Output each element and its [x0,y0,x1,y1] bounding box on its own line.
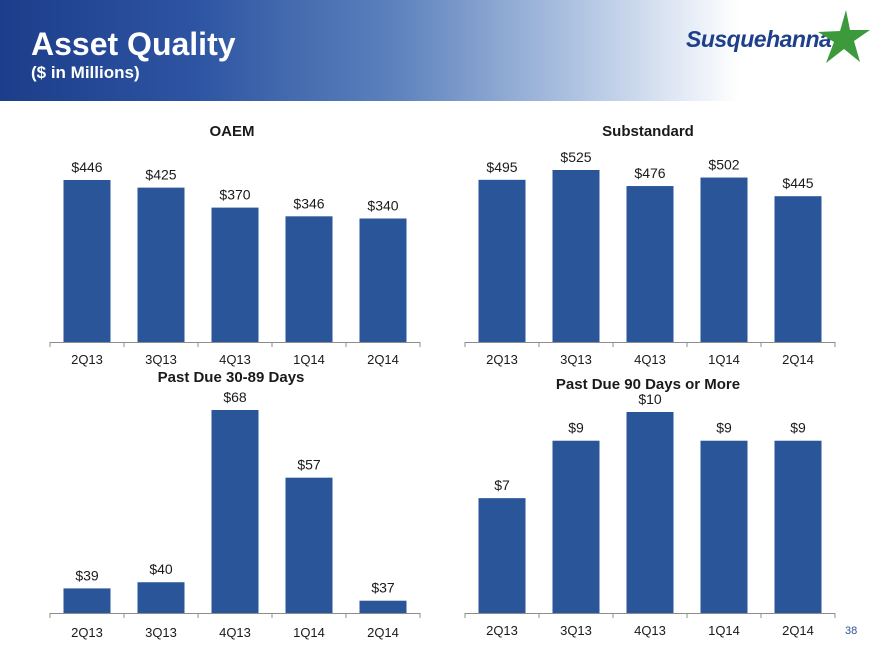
bar-past-due-90-plus-1q14 [700,440,748,613]
tick-label-past-due-90-plus-3q13: 3Q13 [560,623,592,638]
bar-past-due-30-89-3q13 [137,582,185,613]
bar-substandard-1q14 [700,177,748,342]
data-label-past-due-90-plus-4q13: $10 [638,391,662,407]
data-label-past-due-30-89-4q13: $68 [223,389,247,405]
bar-past-due-30-89-4q13 [211,410,259,613]
bar-substandard-2q13 [478,179,526,342]
data-label-substandard-2q14: $445 [782,175,813,191]
tick-label-past-due-30-89-3q13: 3Q13 [145,625,177,640]
data-label-oaem-1q14: $346 [293,195,324,211]
data-label-oaem-4q13: $370 [219,187,250,203]
tick-label-substandard-4q13: 4Q13 [634,352,666,367]
tick-label-oaem-3q13: 3Q13 [145,352,177,367]
bar-past-due-30-89-2q13 [63,588,111,613]
data-label-past-due-90-plus-3q13: $9 [568,420,584,436]
data-label-past-due-30-89-3q13: $40 [149,561,173,577]
bar-past-due-90-plus-2q14 [774,440,822,613]
data-label-substandard-4q13: $476 [634,165,665,181]
data-label-past-due-90-plus-1q14: $9 [716,420,732,436]
data-label-oaem-2q14: $340 [367,198,398,214]
bar-past-due-30-89-2q14 [359,600,407,613]
tick-label-past-due-90-plus-1q14: 1Q14 [708,623,740,638]
tick-label-past-due-90-plus-2q13: 2Q13 [486,623,518,638]
header-banner: Asset Quality ($ in Millions) Susquehann… [0,0,880,101]
data-label-past-due-30-89-2q14: $37 [371,580,395,596]
data-label-oaem-2q13: $446 [71,159,102,175]
tick-label-oaem-2q14: 2Q14 [367,352,399,367]
data-label-past-due-90-plus-2q13: $7 [494,477,510,493]
tick-label-past-due-30-89-1q14: 1Q14 [293,625,325,640]
data-label-oaem-3q13: $425 [145,167,176,183]
bar-oaem-2q13 [63,180,111,342]
page-subtitle: ($ in Millions) [31,63,140,82]
data-label-past-due-30-89-2q13: $39 [75,567,99,583]
tick-label-past-due-90-plus-2q14: 2Q14 [782,623,814,638]
data-label-substandard-1q14: $502 [708,157,739,173]
chart-title-oaem: OAEM [210,123,255,140]
chart-past-due-30-89: Past Due 30-89 Days $39 2Q13 $40 3Q13 $68 4Q13… [49,369,421,640]
bar-oaem-3q13 [137,187,185,342]
bar-oaem-1q14 [285,216,333,342]
tick-label-substandard-2q13: 2Q13 [486,352,518,367]
data-label-substandard-2q13: $495 [486,159,517,175]
bar-past-due-90-plus-2q13 [478,498,526,613]
bar-past-due-90-plus-3q13 [552,440,600,613]
page-number: 38 [845,625,858,637]
bar-oaem-4q13 [211,207,259,342]
susquehanna-logo-text: Susquehanna [686,26,832,52]
bar-substandard-3q13 [552,170,600,342]
data-label-past-due-30-89-1q14: $57 [297,457,321,473]
tick-label-past-due-30-89-2q13: 2Q13 [71,625,103,640]
tick-label-oaem-4q13: 4Q13 [219,352,251,367]
tick-label-past-due-30-89-4q13: 4Q13 [219,625,251,640]
bar-past-due-90-plus-4q13 [626,412,674,613]
tick-label-substandard-3q13: 3Q13 [560,352,592,367]
page-title: Asset Quality [31,26,236,62]
chart-title-past-due-90-plus: Past Due 90 Days or More [556,376,740,393]
tick-label-substandard-1q14: 1Q14 [708,352,740,367]
chart-oaem: OAEM $446 2Q13 $425 3Q13 $370 4Q13 $346 1Q14 $340… [49,123,421,367]
bar-past-due-30-89-1q14 [285,477,333,613]
tick-label-oaem-2q13: 2Q13 [71,352,103,367]
data-label-substandard-3q13: $525 [560,149,591,165]
chart-past-due-90-plus: Past Due 90 Days or More $7 2Q13 $9 3Q13 $10 4… [464,376,836,638]
bar-substandard-4q13 [626,186,674,342]
bar-oaem-2q14 [359,218,407,342]
tick-label-past-due-90-plus-4q13: 4Q13 [634,623,666,638]
chart-substandard: Substandard $495 2Q13 $525 3Q13 $476 4Q13 $502 1… [464,123,836,367]
tick-label-past-due-30-89-2q14: 2Q14 [367,625,399,640]
bar-substandard-2q14 [774,196,822,342]
green-star-icon [818,10,870,63]
chart-title-past-due-30-89: Past Due 30-89 Days [158,369,305,386]
tick-label-oaem-1q14: 1Q14 [293,352,325,367]
tick-label-substandard-2q14: 2Q14 [782,352,814,367]
chart-title-substandard: Substandard [602,123,694,140]
data-label-past-due-90-plus-2q14: $9 [790,420,806,436]
